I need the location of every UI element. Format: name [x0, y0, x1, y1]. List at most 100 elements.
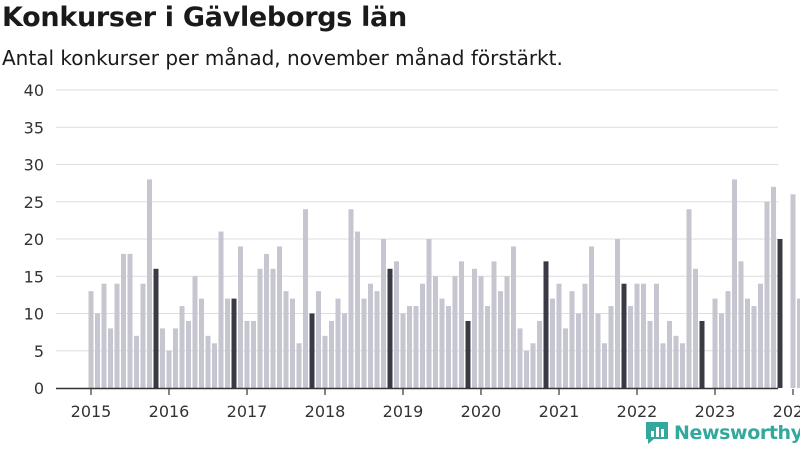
bar [511, 246, 516, 388]
bar [615, 239, 620, 388]
x-tick-label: 2023 [695, 402, 736, 421]
bar [719, 313, 724, 388]
bar [309, 313, 315, 388]
brand-name: Newsworthy [674, 422, 800, 444]
bar [530, 343, 536, 388]
y-tick-label: 10 [24, 305, 44, 324]
bar [524, 350, 529, 388]
bar [348, 209, 354, 388]
bar [212, 343, 217, 388]
bar [797, 298, 800, 388]
bar [446, 306, 451, 388]
bar [576, 313, 581, 388]
bar [413, 306, 419, 388]
bar [88, 291, 94, 388]
chart-title: Konkurser i Gävleborgs län [2, 2, 407, 33]
bar [316, 291, 321, 388]
bar [550, 298, 555, 388]
bar [147, 179, 152, 388]
bar [673, 335, 679, 388]
bar [491, 261, 497, 388]
bar [452, 276, 458, 388]
bar [244, 320, 250, 388]
bar [608, 306, 614, 388]
bar [166, 350, 172, 388]
x-tick-label: 2016 [149, 402, 190, 421]
bar [140, 283, 146, 388]
bar [303, 209, 308, 388]
bar [134, 335, 139, 388]
bar [160, 328, 165, 388]
bar [725, 291, 731, 388]
x-tick-label: 2021 [539, 402, 580, 421]
bar [641, 283, 646, 388]
bar [374, 291, 380, 388]
bar [472, 268, 477, 388]
bar [439, 298, 445, 388]
y-axis-tick-labels: 0 5 10 15 20 25 30 35 40 [24, 81, 44, 398]
x-tick-label: 2017 [227, 402, 268, 421]
y-tick-label: 5 [34, 342, 44, 361]
chart-subtitle: Antal konkurser per månad, november måna… [2, 46, 563, 70]
x-tick-label: 2018 [305, 402, 346, 421]
bar [693, 268, 698, 388]
bar [498, 291, 503, 388]
bar [355, 231, 360, 388]
bar [647, 320, 653, 388]
bar [329, 320, 334, 388]
x-tick-label: 2019 [383, 402, 424, 421]
bar [381, 239, 386, 388]
bar [270, 268, 276, 388]
bar [582, 283, 588, 388]
bar [290, 298, 295, 388]
bar [218, 231, 224, 388]
bar [368, 283, 373, 388]
y-tick-label: 35 [24, 118, 44, 137]
x-tick-label: 2024 [773, 402, 800, 421]
bar [504, 276, 510, 388]
bar [342, 313, 347, 388]
y-tick-label: 40 [24, 81, 44, 100]
bar [101, 283, 107, 388]
bar [179, 306, 185, 388]
bar [459, 261, 464, 388]
y-tick-label: 25 [24, 193, 44, 212]
bar [738, 261, 744, 388]
bar [777, 239, 783, 388]
bar [758, 283, 763, 388]
bar [517, 328, 523, 388]
bar [569, 291, 575, 388]
bar [465, 320, 471, 388]
bar [589, 246, 594, 388]
bar [121, 253, 126, 388]
bar [394, 261, 399, 388]
bar [153, 268, 159, 388]
bar [790, 194, 796, 388]
gridlines [56, 89, 778, 352]
x-axis-tick-labels: 2015 2016 2017 2018 2019 2020 2021 2022 2023 2024 [71, 389, 800, 421]
bar [556, 283, 562, 388]
bars [88, 179, 800, 388]
bar [225, 298, 230, 388]
bar [173, 328, 178, 388]
bar [257, 268, 263, 388]
y-tick-label: 0 [34, 379, 44, 398]
bar [634, 283, 640, 388]
bar [764, 201, 770, 388]
bar [335, 298, 341, 388]
bar [426, 239, 432, 388]
bar [127, 253, 133, 388]
bar [621, 283, 627, 388]
x-tick-label: 2015 [71, 402, 112, 421]
bar [407, 306, 412, 388]
bar [277, 246, 282, 388]
bar [283, 291, 289, 388]
bar [537, 320, 542, 388]
bar [231, 298, 237, 388]
bar [114, 283, 120, 388]
bar-chart-speech-bubble-icon [646, 422, 668, 444]
bar [420, 283, 425, 388]
bar [543, 261, 549, 388]
bar [628, 306, 633, 388]
bar [699, 320, 705, 388]
